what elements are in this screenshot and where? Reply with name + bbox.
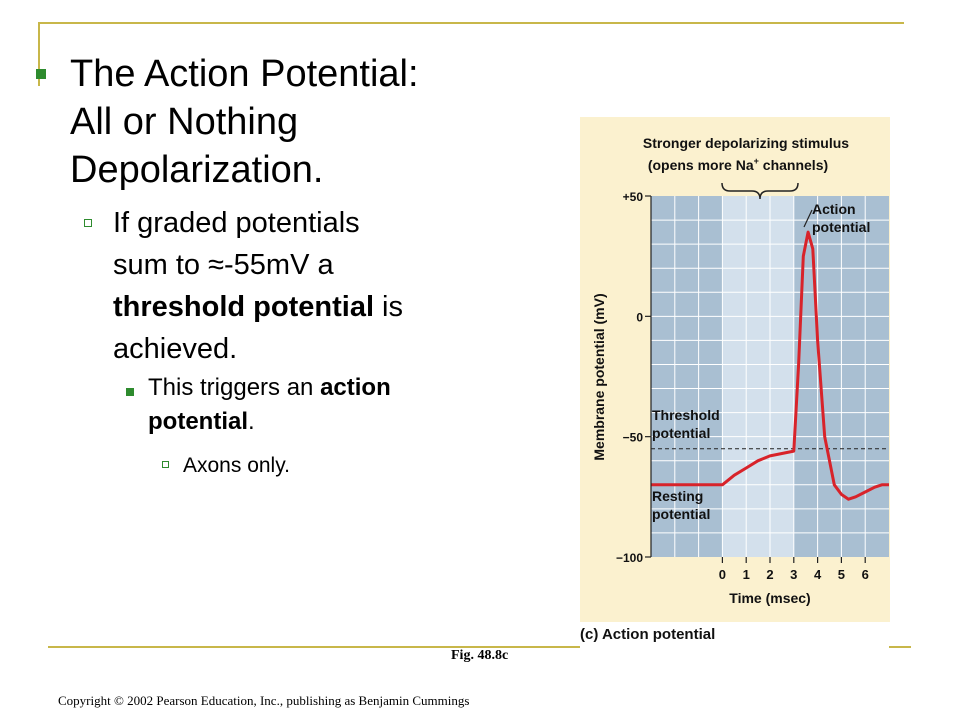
- frame-left-line: [38, 22, 40, 86]
- action-potential-chart: +50 0 −50 −100 0 1 2 3 4 5 6 Stronger depolarizing…: [591, 135, 889, 606]
- bullet1-line3: threshold potential is: [113, 286, 473, 328]
- y-tick-label: −50: [623, 431, 644, 445]
- approx-symbol: ≈: [208, 249, 225, 281]
- x-tick-label: 2: [766, 567, 773, 582]
- x-tick-label: 4: [814, 567, 822, 582]
- bullet1-line2: sum to ≈-55mV a: [113, 244, 473, 286]
- action-potential-figure: +50 0 −50 −100 0 1 2 3 4 5 6 Stronger depolarizing…: [580, 117, 890, 622]
- bullet1-line4: achieved.: [113, 333, 238, 365]
- square-bullet-icon: [126, 388, 134, 396]
- x-tick-label: 6: [862, 567, 869, 582]
- bullet1-line2-text: sum to: [113, 249, 209, 281]
- header-channels-text: channels): [759, 157, 828, 173]
- pre-stimulus-region: [651, 196, 723, 557]
- figure-header-line1: Stronger depolarizing stimulus: [643, 135, 849, 151]
- title-bullet-icon: [36, 69, 46, 79]
- bullet1-line3-text: is: [374, 291, 403, 323]
- resting-label-line2: potential: [652, 506, 710, 522]
- action-pointer: [803, 209, 813, 228]
- membrane-potential-curve: [651, 230, 889, 501]
- y-tick-label: −100: [616, 551, 643, 565]
- bullet2-line1: This triggers an action: [148, 371, 468, 405]
- figure-caption: (c) Action potential: [580, 626, 716, 643]
- header-na-text: (opens more Na: [648, 157, 754, 173]
- stimulus-brace: [721, 182, 799, 200]
- title-line-1: The Action Potential:: [70, 53, 419, 95]
- axis-ticks: +50 0 −50 −100 0 1 2 3 4 5 6: [616, 190, 869, 582]
- resting-label-line1: Resting: [652, 488, 703, 504]
- x-tick-label: 3: [790, 567, 797, 582]
- copyright-notice: Copyright © 2002 Pearson Education, Inc.…: [58, 693, 470, 708]
- bullet1-line2-value: -55mV a: [224, 249, 334, 281]
- bullet-action-potential: This triggers an action potential.: [148, 371, 468, 439]
- action-label-line2: potential: [812, 219, 870, 235]
- title-line-2: All or Nothing: [70, 101, 299, 143]
- title-line-3: Depolarization.: [70, 149, 324, 191]
- action-term: action: [320, 374, 391, 401]
- threshold-potential-term: threshold potential: [113, 291, 374, 323]
- frame-top-line: [38, 22, 904, 24]
- figure-reference: Fig. 48.8c: [451, 648, 509, 663]
- bullet1-line1: If graded potentials: [113, 207, 360, 239]
- bullet-graded-potentials: If graded potentials sum to ≈-55mV a thr…: [113, 202, 473, 370]
- slide-title: The Action Potential: All or Nothing Dep…: [70, 50, 540, 194]
- y-tick-label: 0: [636, 310, 643, 324]
- y-tick-label: +50: [623, 190, 644, 204]
- bullet2-text: This triggers an: [148, 374, 321, 401]
- chart-grid: [651, 196, 889, 557]
- frame-bottom-line-right: [889, 646, 911, 648]
- threshold-label-line1: Threshold: [652, 407, 720, 423]
- bullet2-period: .: [248, 408, 255, 435]
- x-tick-label: 1: [743, 567, 750, 582]
- hollow-square-bullet-icon-small: [162, 461, 169, 468]
- frame-bottom-line: [48, 646, 580, 648]
- stimulus-region: [722, 196, 794, 557]
- bullet-axons-only: Axons only.: [183, 454, 290, 477]
- header-superscript: +: [754, 156, 759, 166]
- threshold-label-line2: potential: [652, 425, 710, 441]
- y-axis-label: Membrane potential (mV): [591, 293, 607, 460]
- action-label-line1: Action: [812, 201, 856, 217]
- bullet2-line2: potential.: [148, 405, 468, 439]
- figure-header-line2: (opens more Na+ channels): [648, 156, 828, 173]
- x-tick-label: 5: [838, 567, 845, 582]
- potential-term: potential: [148, 408, 248, 435]
- x-axis-label: Time (msec): [729, 590, 810, 606]
- x-tick-label: 0: [719, 567, 726, 582]
- hollow-square-bullet-icon: [84, 219, 92, 227]
